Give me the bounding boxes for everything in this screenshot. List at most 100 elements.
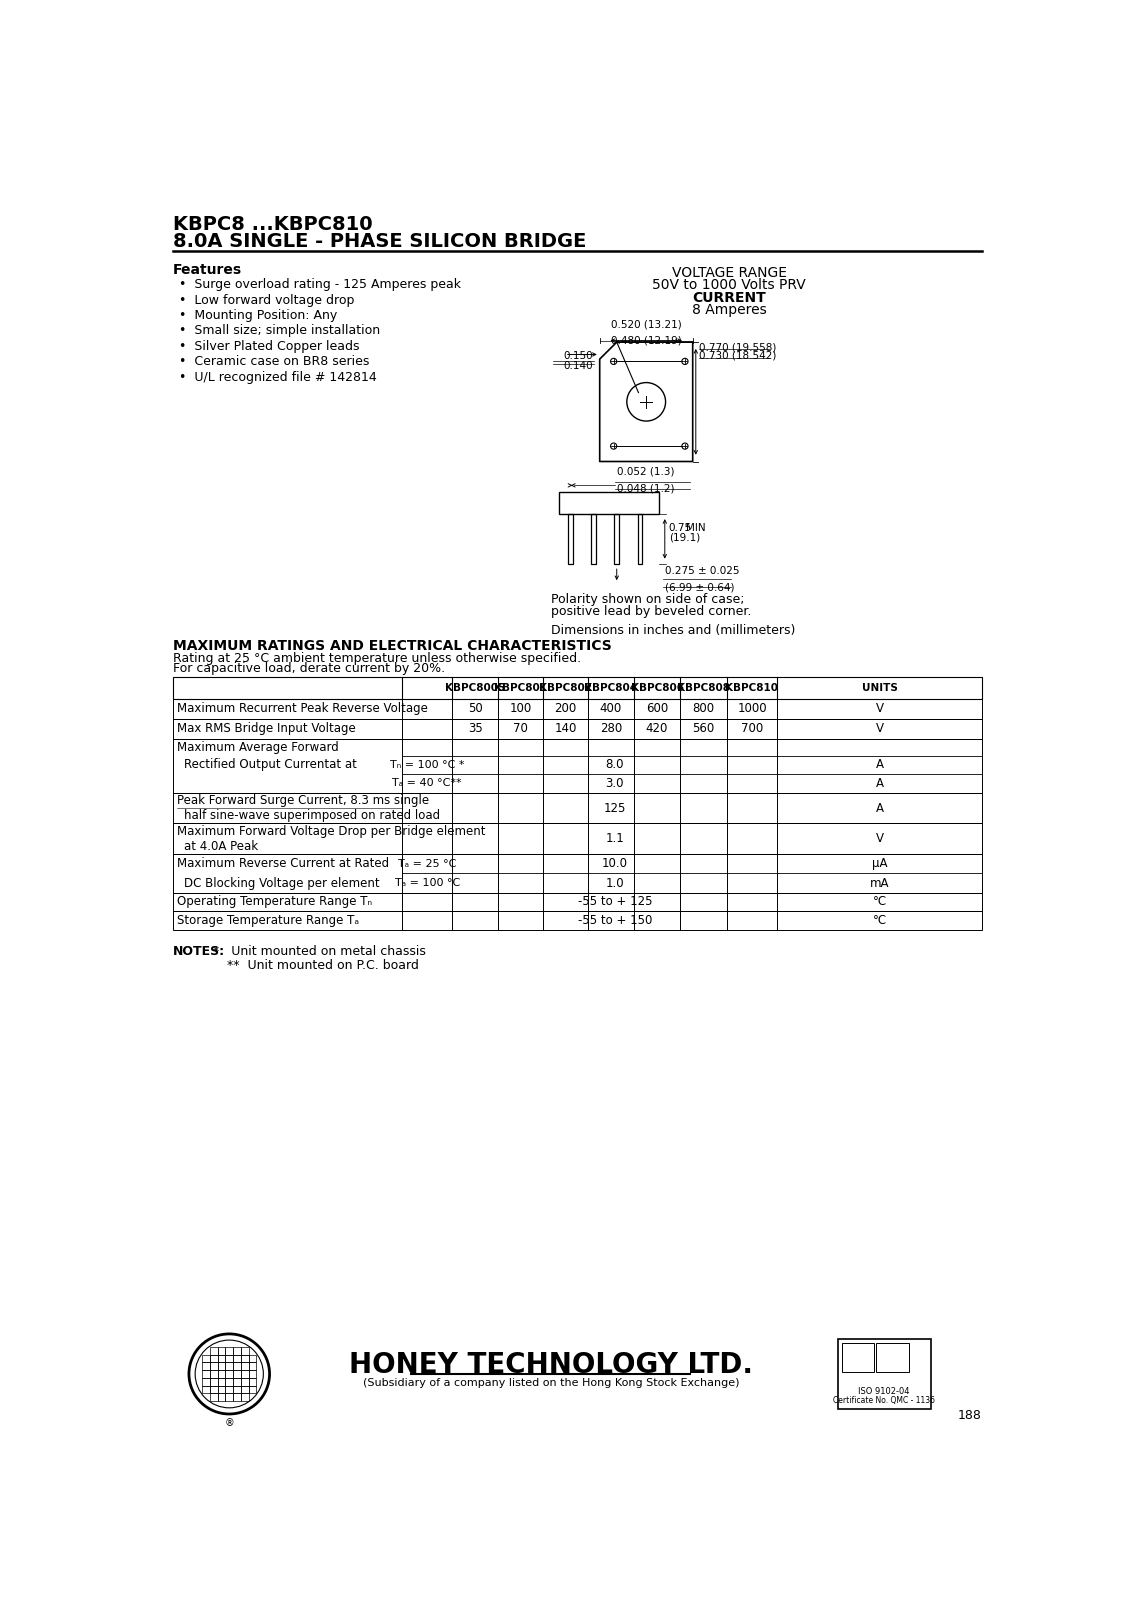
Bar [241, 1370, 249, 1378]
Bar [217, 1347, 225, 1355]
Bar [233, 1355, 241, 1363]
Text: V: V [876, 722, 883, 734]
Text: 1000: 1000 [738, 702, 767, 715]
Bar [842, 1342, 874, 1373]
Bar [241, 1363, 249, 1370]
Bar [225, 1363, 233, 1370]
Bar [249, 1355, 257, 1363]
Bar [225, 1378, 233, 1386]
Bar [241, 1378, 249, 1386]
Text: 0.75: 0.75 [668, 523, 692, 533]
Text: CURRENT: CURRENT [693, 291, 766, 304]
Text: KBPC808: KBPC808 [677, 683, 730, 693]
Bar [173, 910, 982, 930]
Bar [241, 1394, 249, 1402]
Text: **  Unit mounted on P.C. board: ** Unit mounted on P.C. board [226, 958, 419, 971]
Bar [202, 1370, 210, 1378]
Text: Rating at 25 °C ambient temperature unless otherwise specified.: Rating at 25 °C ambient temperature unle… [173, 651, 581, 664]
Text: Maximum Reverse Current at Rated: Maximum Reverse Current at Rated [176, 858, 389, 870]
Text: (Subsidiary of a company listed on the Hong Kong Stock Exchange): (Subsidiary of a company listed on the H… [362, 1378, 739, 1387]
Text: °C: °C [872, 914, 887, 926]
Text: •  Low forward voltage drop: • Low forward voltage drop [179, 294, 354, 307]
Text: Tₙ = 100 °C *: Tₙ = 100 °C * [390, 760, 464, 770]
Bar [210, 1355, 217, 1363]
Text: 0.275 ± 0.025: 0.275 ± 0.025 [665, 566, 740, 576]
Text: 700: 700 [741, 722, 763, 734]
Bar [233, 1386, 241, 1394]
Text: Features: Features [173, 262, 242, 277]
Bar [173, 854, 982, 893]
Bar [225, 1386, 233, 1394]
Text: VOLTAGE RANGE: VOLTAGE RANGE [671, 266, 787, 280]
Text: 800: 800 [693, 702, 714, 715]
Text: DC Blocking Voltage per element: DC Blocking Voltage per element [184, 877, 380, 890]
Text: 125: 125 [603, 802, 626, 814]
Bar [249, 1363, 257, 1370]
Text: KBPC806: KBPC806 [630, 683, 684, 693]
Bar [217, 1394, 225, 1402]
Text: MAXIMUM RATINGS AND ELECTRICAL CHARACTERISTICS: MAXIMUM RATINGS AND ELECTRICAL CHARACTER… [173, 638, 611, 653]
Bar [241, 1355, 249, 1363]
Text: Certificate No. QMC - 1136: Certificate No. QMC - 1136 [833, 1395, 935, 1405]
Text: KBPC810: KBPC810 [725, 683, 778, 693]
Text: 560: 560 [693, 722, 715, 734]
Text: MIN: MIN [686, 523, 705, 533]
Text: 8.0: 8.0 [605, 758, 624, 771]
Text: KBPC802: KBPC802 [539, 683, 592, 693]
Bar [173, 792, 982, 824]
Text: A: A [876, 802, 883, 814]
Bar [249, 1378, 257, 1386]
Text: at 4.0A Peak: at 4.0A Peak [184, 840, 259, 853]
Text: 140: 140 [555, 722, 577, 734]
Text: 3.0: 3.0 [605, 778, 624, 790]
Bar [249, 1370, 257, 1378]
Text: Operating Temperature Range Tₙ: Operating Temperature Range Tₙ [176, 896, 372, 909]
Text: Maximum Recurrent Peak Reverse Voltage: Maximum Recurrent Peak Reverse Voltage [176, 702, 427, 715]
Bar [173, 739, 982, 792]
Bar [233, 1378, 241, 1386]
Bar [241, 1386, 249, 1394]
Bar [241, 1347, 249, 1355]
Text: 188: 188 [958, 1408, 982, 1422]
Bar [225, 1347, 233, 1355]
Text: 400: 400 [600, 702, 622, 715]
Bar [568, 514, 573, 563]
Bar [202, 1386, 210, 1394]
Bar [173, 893, 982, 910]
Text: A: A [876, 778, 883, 790]
Bar [210, 1347, 217, 1355]
Text: •  U/L recognized file # 142814: • U/L recognized file # 142814 [179, 371, 377, 384]
Text: Dimensions in inches and (millimeters): Dimensions in inches and (millimeters) [550, 624, 795, 637]
Text: 0.480 (12.19): 0.480 (12.19) [611, 336, 682, 346]
Text: For capacitive load, derate current by 20%.: For capacitive load, derate current by 2… [173, 662, 445, 675]
Text: V: V [876, 832, 883, 845]
Bar [210, 1394, 217, 1402]
Text: •  Silver Plated Copper leads: • Silver Plated Copper leads [179, 339, 360, 354]
Text: 8.0A SINGLE - PHASE SILICON BRIDGE: 8.0A SINGLE - PHASE SILICON BRIDGE [173, 232, 586, 251]
Bar [233, 1394, 241, 1402]
Text: A: A [876, 758, 883, 771]
Text: 0.520 (13.21): 0.520 (13.21) [611, 320, 682, 330]
Bar [225, 1355, 233, 1363]
Text: 100: 100 [510, 702, 531, 715]
Bar [877, 1342, 909, 1373]
Text: *   Unit mounted on metal chassis: * Unit mounted on metal chassis [213, 946, 426, 958]
Text: Tₐ = 25 °C: Tₐ = 25 °C [398, 859, 456, 869]
Text: 1.1: 1.1 [605, 832, 624, 845]
Text: V: V [876, 702, 883, 715]
Text: °C: °C [872, 896, 887, 909]
Bar [225, 1370, 233, 1378]
Text: Peak Forward Surge Current, 8.3 ms single: Peak Forward Surge Current, 8.3 ms singl… [176, 794, 428, 806]
Text: •  Small size; simple installation: • Small size; simple installation [179, 325, 380, 338]
Text: KBPC801: KBPC801 [494, 683, 547, 693]
Text: 0.052 (1.3): 0.052 (1.3) [617, 467, 674, 477]
Bar [249, 1386, 257, 1394]
Text: Rectified Output Currentat at: Rectified Output Currentat at [184, 758, 358, 771]
Text: •  Surge overload rating - 125 Amperes peak: • Surge overload rating - 125 Amperes pe… [179, 278, 461, 291]
Text: (19.1): (19.1) [668, 533, 700, 542]
Text: •  Mounting Position: Any: • Mounting Position: Any [179, 309, 337, 322]
Text: Storage Temperature Range Tₐ: Storage Temperature Range Tₐ [176, 914, 359, 926]
Text: KBPC8005: KBPC8005 [445, 683, 506, 693]
Bar [217, 1370, 225, 1378]
Text: 600: 600 [646, 702, 668, 715]
